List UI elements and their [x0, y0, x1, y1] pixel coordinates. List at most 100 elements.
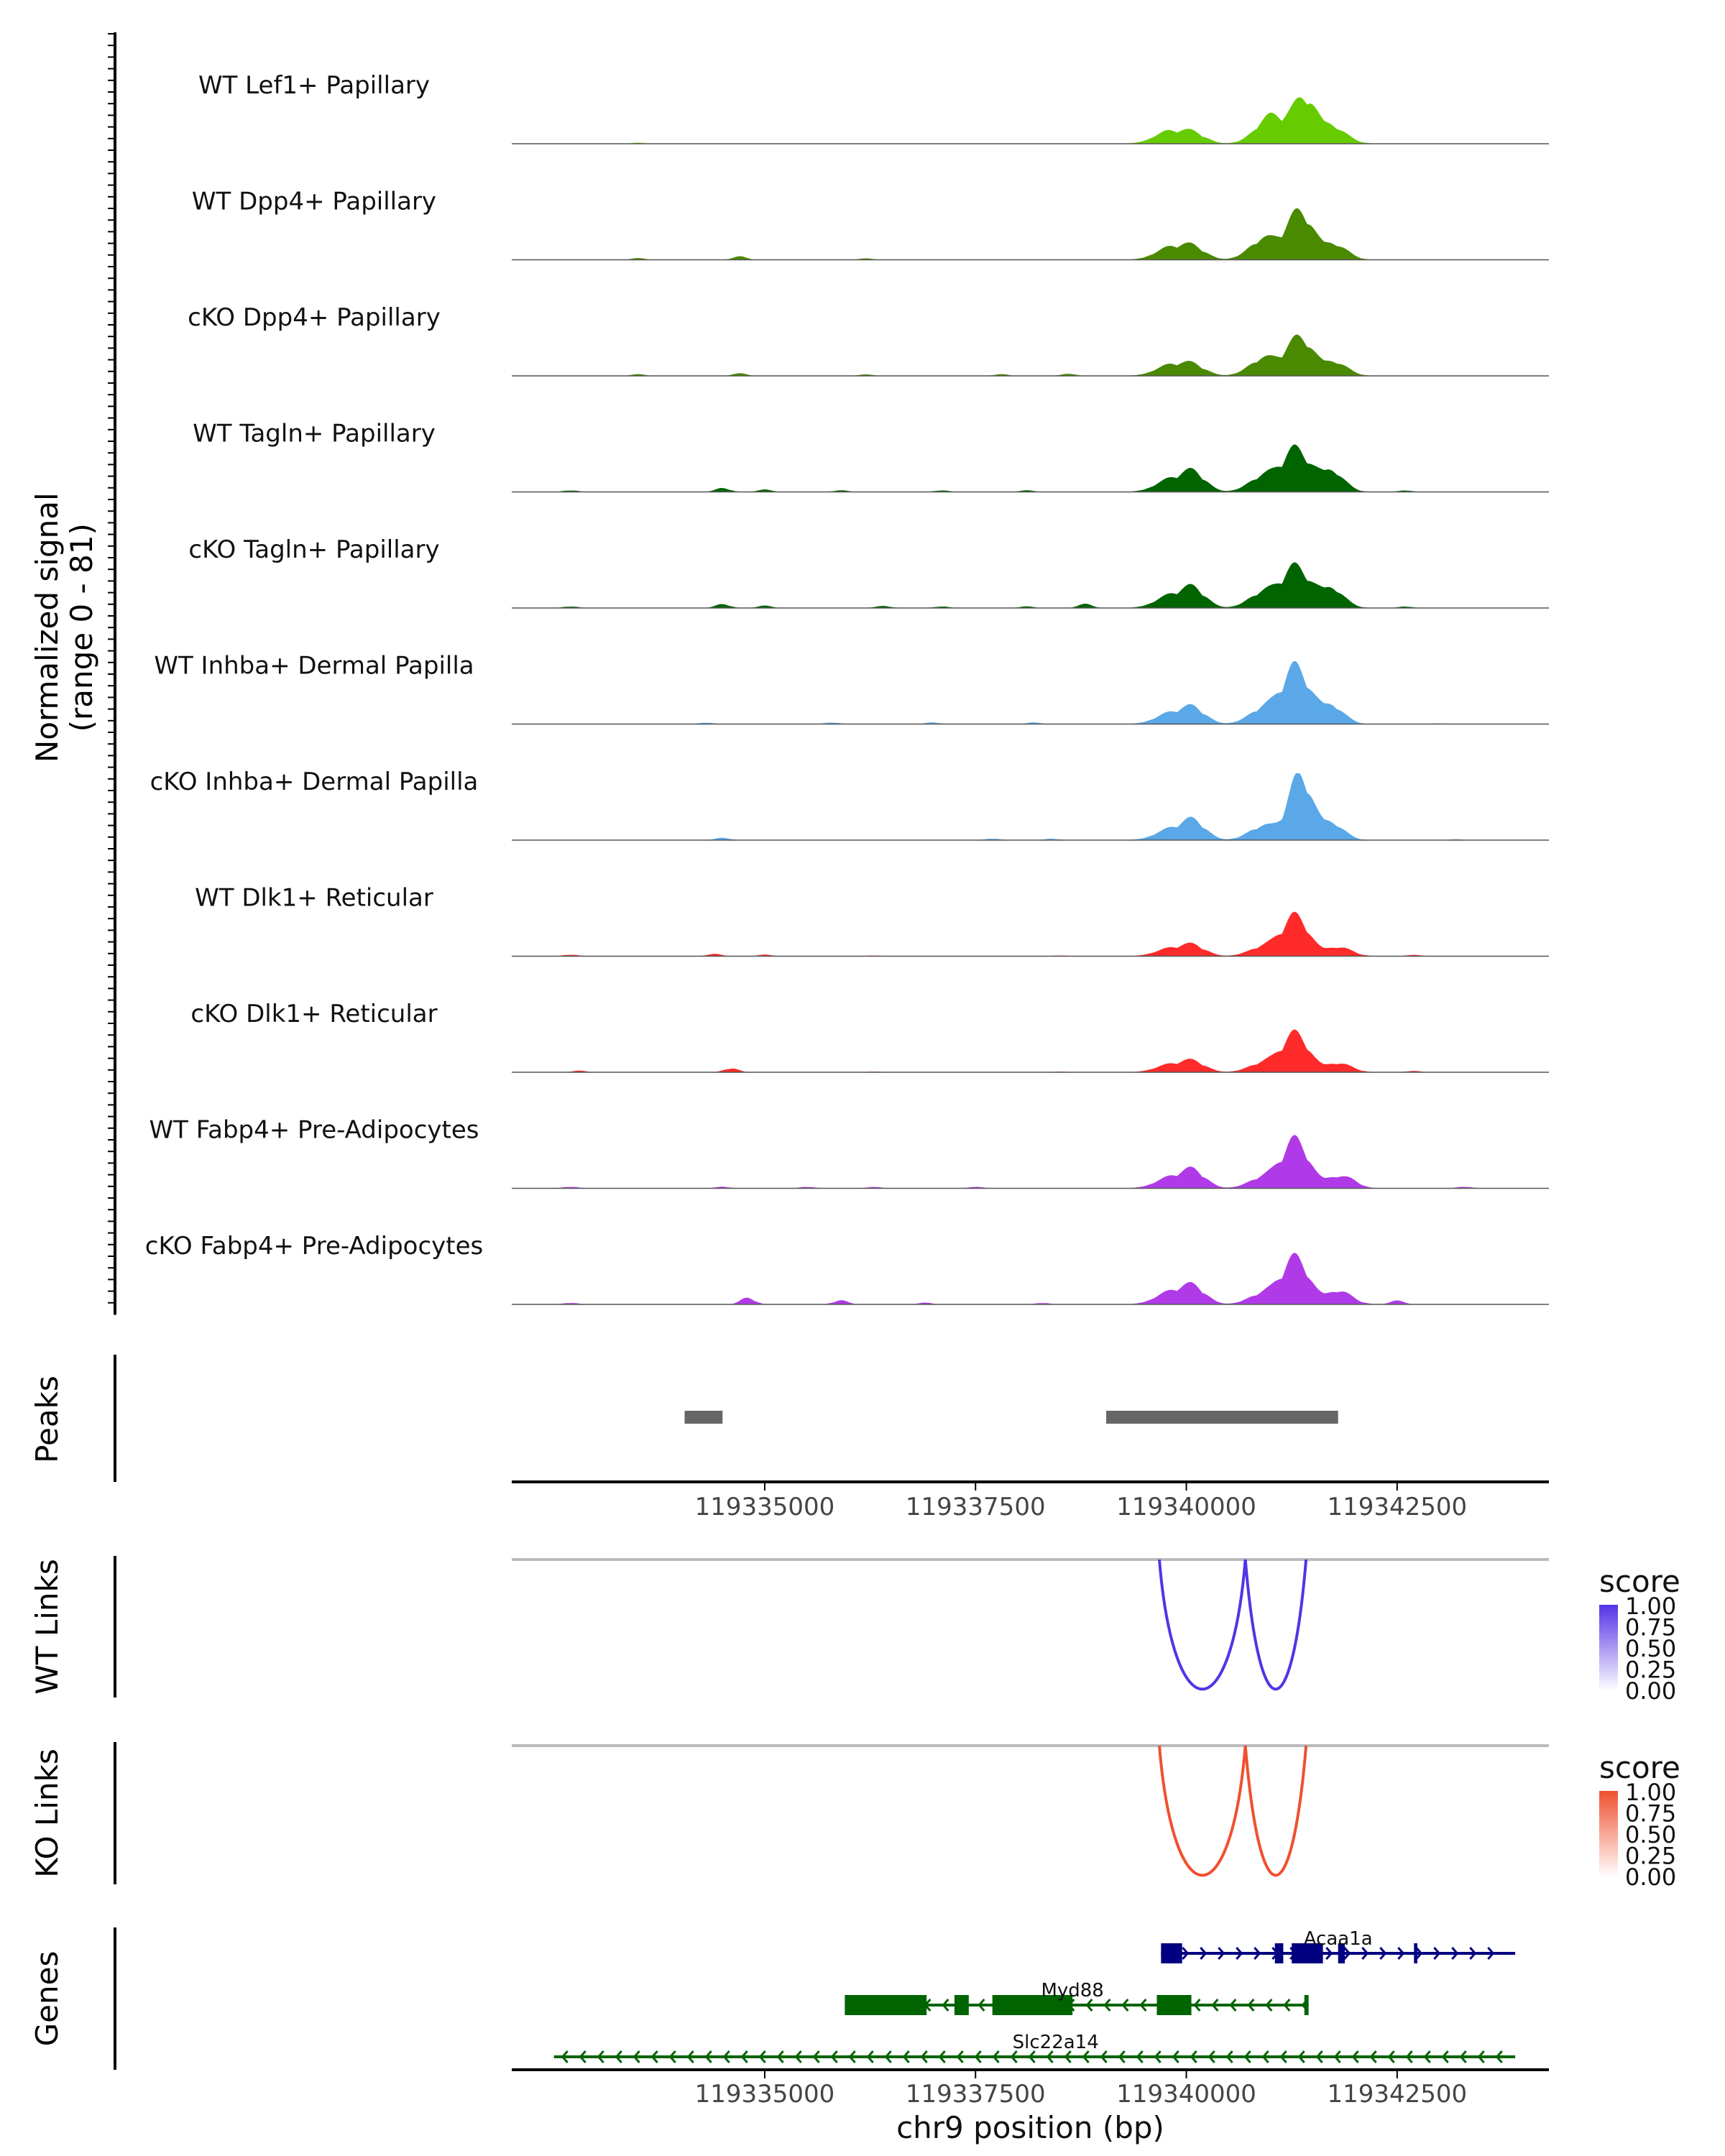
peak-interval [684, 1411, 723, 1424]
coverage-area [512, 773, 1549, 840]
x-axis-title: chr9 position (bp) [896, 2110, 1164, 2145]
track-label: WT Lef1+ Papillary [198, 71, 430, 100]
coverage-y-range-label: (range 0 - 81) [64, 523, 99, 732]
legend-tick-label: 0.75 [1625, 1614, 1676, 1641]
strand-arrow [830, 2050, 838, 2063]
legend-tick-label: 0.25 [1625, 1657, 1676, 1684]
track-label: WT Dlk1+ Reticular [195, 884, 433, 913]
gene-exon [1304, 1995, 1309, 2015]
strand-arrow [942, 1999, 949, 2012]
strand-arrow [1423, 2050, 1431, 2063]
legend-title: score [1599, 1564, 1680, 1599]
gene-model: Acaa1a [1161, 1928, 1516, 1963]
coverage-area [512, 1029, 1549, 1072]
strand-arrow [866, 2050, 874, 2063]
strand-arrow [1415, 1947, 1423, 1960]
strand-arrow [740, 2050, 748, 2063]
coverage-area [512, 911, 1549, 957]
strand-arrow [1082, 2050, 1090, 2063]
strand-arrow [561, 2050, 569, 2063]
gene-model: Slc22a14 [553, 2032, 1516, 2063]
coverage-track: cKO Tagln+ Papillary [188, 535, 1549, 609]
gene-exon [1338, 1943, 1346, 1963]
legend-colorbar [1599, 1605, 1618, 1691]
strand-arrow [650, 2050, 658, 2063]
track-label: WT Inhba+ Dermal Papilla [154, 652, 474, 681]
strand-arrow [1118, 2050, 1126, 2063]
coverage-track: WT Inhba+ Dermal Papilla [154, 652, 1549, 725]
link-arc [1158, 1745, 1247, 1877]
gene-name: Acaa1a [1304, 1928, 1373, 1950]
strand-arrow [920, 2050, 928, 2063]
strand-arrow [632, 2050, 640, 2063]
strand-arrow [1369, 2050, 1377, 2063]
coverage-area [512, 562, 1549, 608]
peaks-panel: Peaks 119335000 119337500 119340000 11934250… [29, 1355, 1549, 1521]
track-label: cKO Fabp4+ Pre-Adipocytes [145, 1232, 484, 1261]
legend-tick-label: 1.00 [1625, 1779, 1676, 1806]
strand-arrow [1343, 1947, 1351, 1960]
strand-arrow [902, 2050, 910, 2063]
legend-tick-label: 1.00 [1625, 1593, 1676, 1620]
strand-arrow [1433, 1947, 1441, 1960]
track-label: WT Dpp4+ Papillary [192, 188, 436, 216]
strand-arrow [1100, 2050, 1108, 2063]
strand-arrow [1010, 2050, 1018, 2063]
coverage-area [512, 660, 1549, 724]
legend-tick-label: 0.50 [1625, 1635, 1676, 1662]
strand-arrow [1351, 2050, 1359, 2063]
legend-tick-label: 0.75 [1625, 1800, 1676, 1828]
strand-arrow [956, 2050, 964, 2063]
peak-interval [1106, 1411, 1338, 1424]
strand-arrow [992, 2050, 1000, 2063]
strand-arrow [1477, 2050, 1485, 2063]
coverage-track: cKO Dpp4+ Papillary [188, 303, 1549, 377]
coverage-area [512, 444, 1549, 492]
track-label: cKO Inhba+ Dermal Papilla [150, 768, 479, 796]
track-label: WT Tagln+ Papillary [193, 420, 436, 448]
strand-arrow [978, 1999, 985, 2012]
strand-arrow [1279, 2050, 1287, 2063]
strand-arrow [1121, 1999, 1129, 2012]
strand-arrow [1387, 2050, 1395, 2063]
strand-arrow [1405, 2050, 1413, 2063]
strand-arrow [1283, 1999, 1291, 2012]
legend-colorbar [1599, 1791, 1618, 1877]
strand-arrow [1064, 2050, 1072, 2063]
strand-arrow [974, 2050, 982, 2063]
genes-x-tick-label: 119335000 [695, 2080, 835, 2109]
genes-x-tick-label: 119340000 [1116, 2080, 1256, 2109]
gene-exon [954, 1995, 969, 2015]
strand-arrow [1136, 2050, 1144, 2063]
strand-arrow [1333, 2050, 1341, 2063]
gene-model: Myd88 [845, 1980, 1309, 2015]
strand-arrow [1459, 2050, 1467, 2063]
strand-arrow [1208, 2050, 1215, 2063]
legend-tick-label: 0.00 [1625, 1864, 1676, 1891]
strand-arrow [1247, 1999, 1255, 2012]
strand-arrow [1028, 2050, 1036, 2063]
links-label: KO Links [29, 1749, 65, 1878]
gene-exon [1292, 1943, 1323, 1963]
coverage-panel: Normalized signal (range 0 - 81) WT Lef1+ … [29, 32, 1549, 1315]
coverage-area [512, 1135, 1549, 1189]
strand-arrow [1451, 1947, 1459, 1960]
peaks-x-tick-label: 119337500 [906, 1493, 1046, 1521]
strand-arrow [686, 2050, 694, 2063]
strand-arrow [1361, 1947, 1369, 1960]
strand-arrow [1261, 2050, 1269, 2063]
strand-arrow [758, 2050, 766, 2063]
peaks-x-tick-label: 119335000 [695, 1493, 835, 1521]
strand-arrow [1315, 2050, 1323, 2063]
track-label: cKO Dpp4+ Papillary [188, 303, 441, 332]
peaks-x-tick-label: 119340000 [1116, 1493, 1256, 1521]
link-arc [1243, 1745, 1308, 1877]
strand-arrow [1297, 2050, 1305, 2063]
strand-arrow [1243, 2050, 1251, 2063]
strand-arrow [812, 2050, 820, 2063]
peaks-x-tick-label: 119342500 [1327, 1493, 1467, 1521]
strand-arrow [668, 2050, 676, 2063]
